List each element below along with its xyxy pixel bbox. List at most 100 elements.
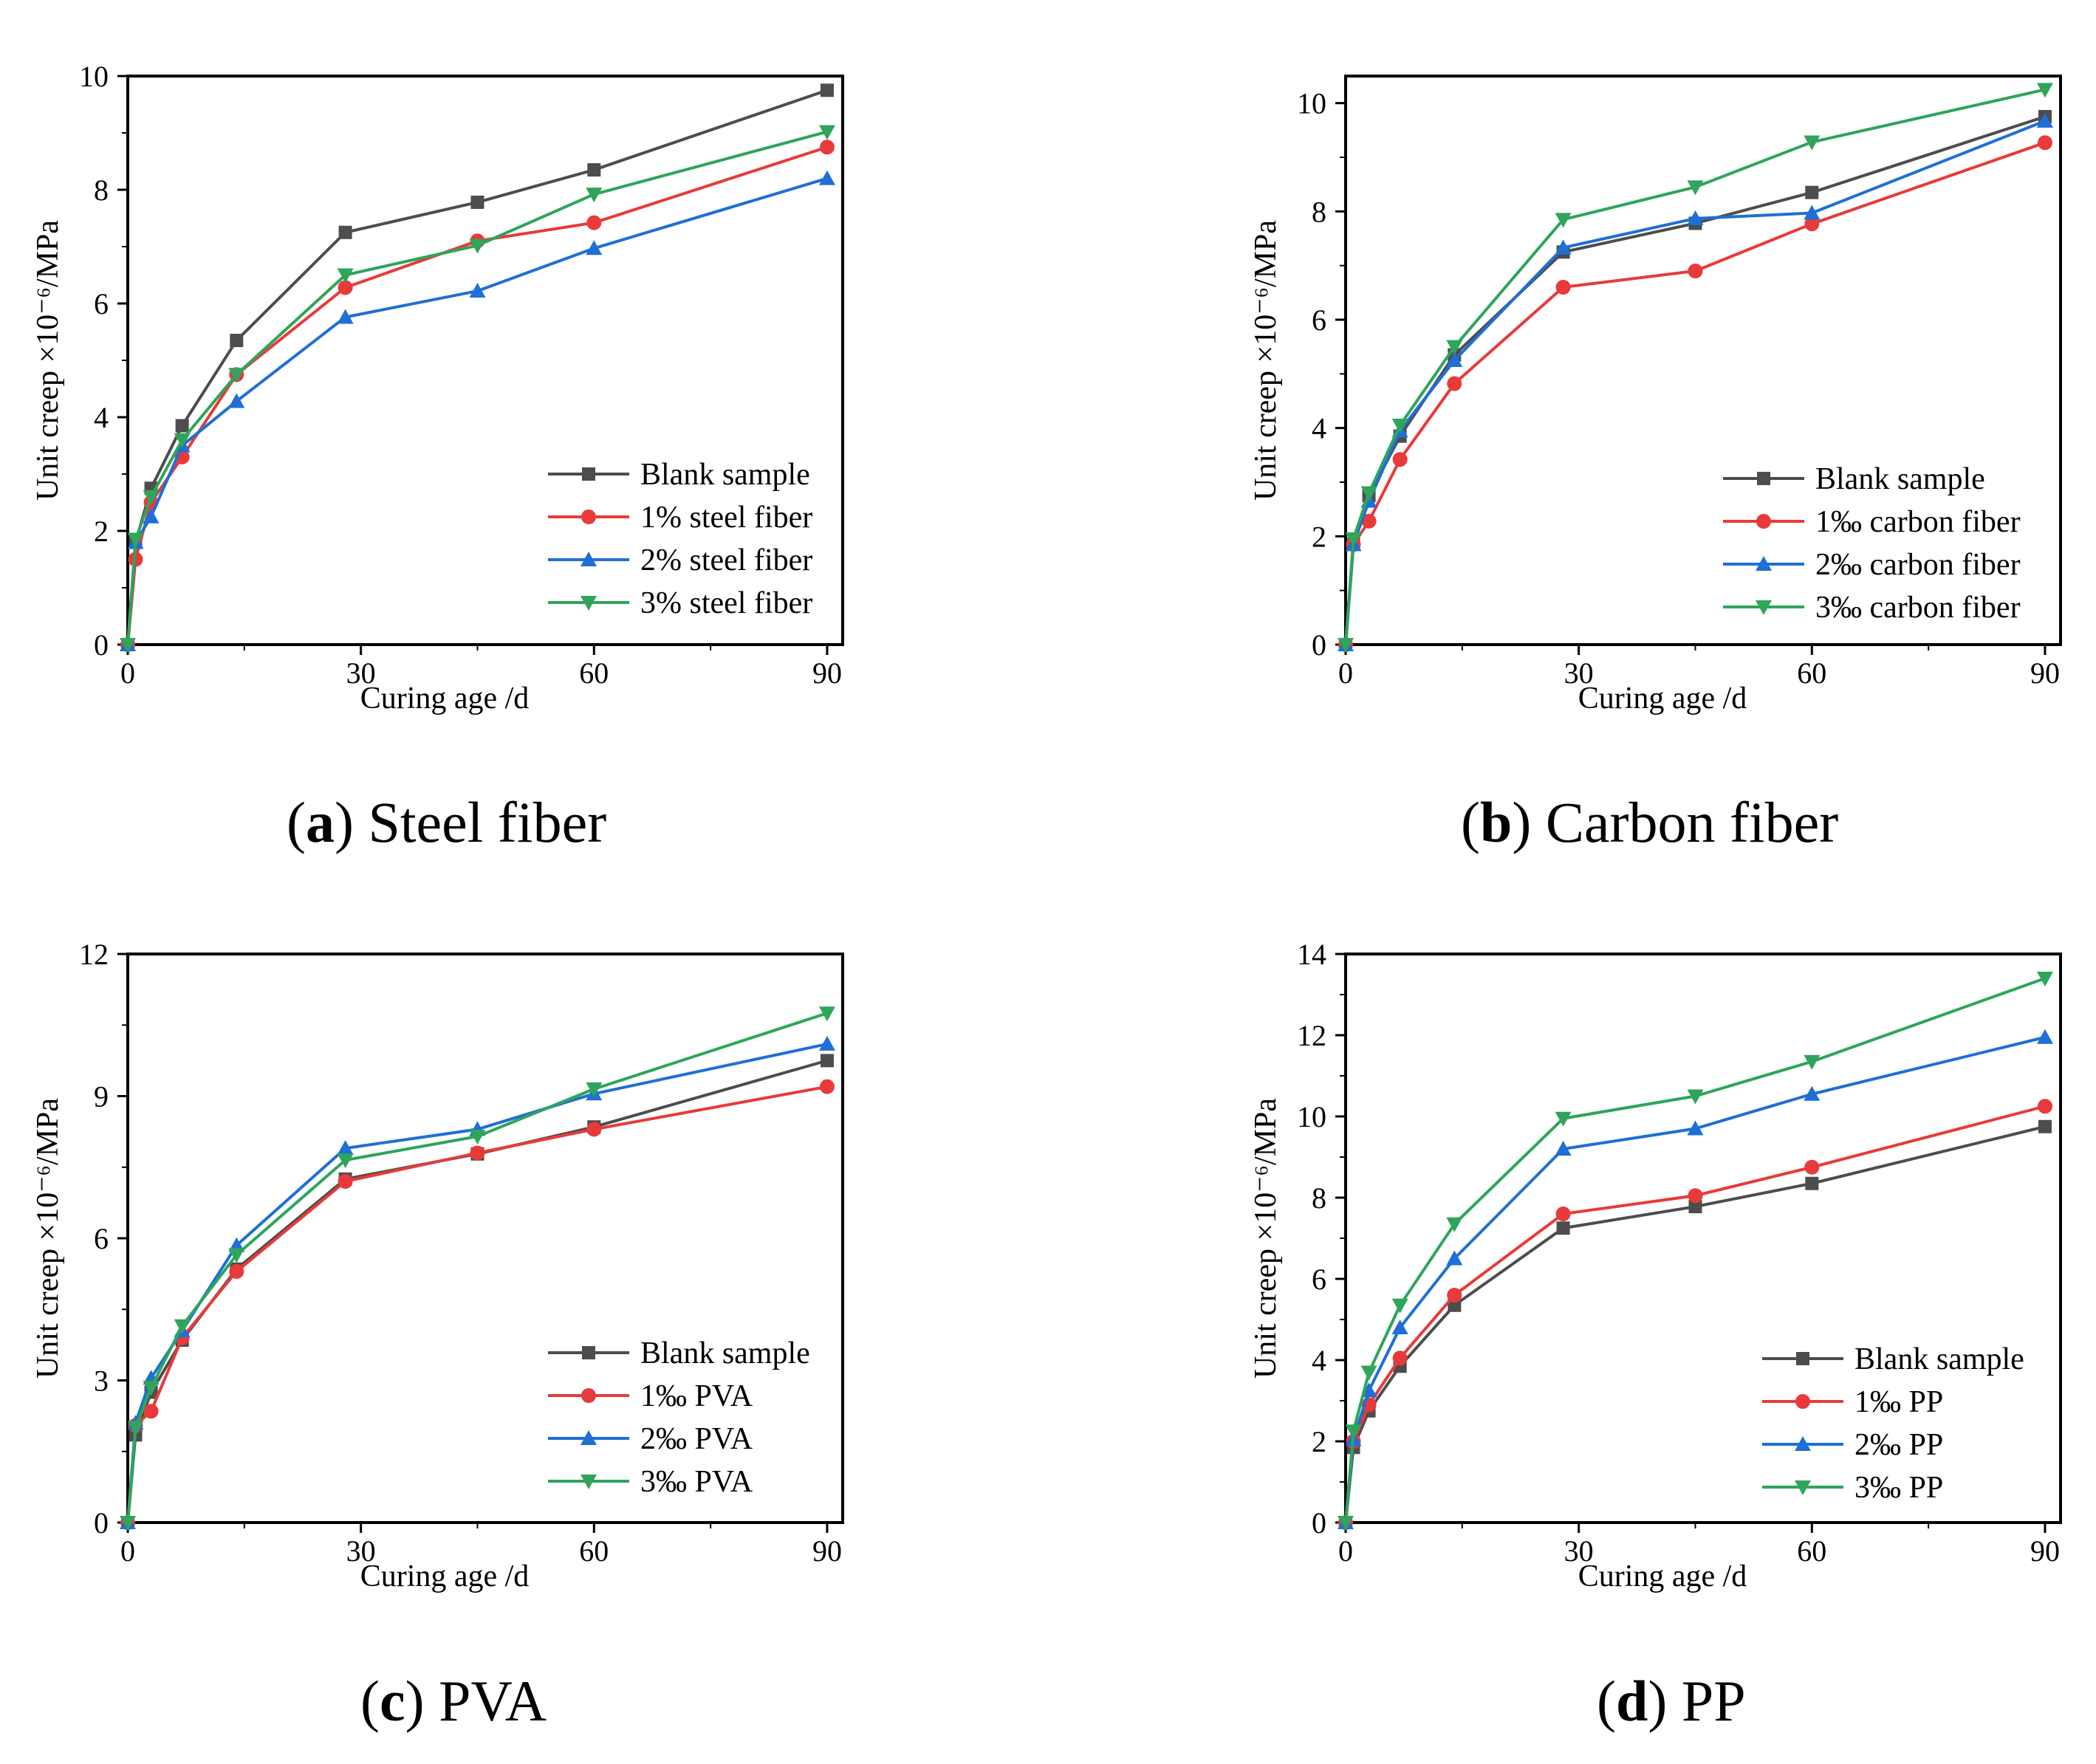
data-point bbox=[818, 1006, 835, 1022]
legend-label: Blank sample bbox=[640, 458, 810, 492]
data-point bbox=[1805, 185, 1819, 199]
x-tick-label: 30 bbox=[346, 1534, 376, 1568]
y-tick-label: 0 bbox=[94, 628, 109, 662]
data-point bbox=[1688, 264, 1703, 278]
legend-label: Blank sample bbox=[640, 1336, 810, 1370]
x-tick-label: 90 bbox=[812, 656, 842, 690]
legend-swatch-marker bbox=[582, 467, 595, 481]
legend-label: Blank sample bbox=[1854, 1342, 2024, 1376]
legend-swatch-marker bbox=[1795, 1436, 1811, 1451]
data-point bbox=[820, 83, 834, 97]
data-point bbox=[1391, 419, 1408, 433]
data-point bbox=[1447, 376, 1462, 391]
data-point bbox=[2036, 83, 2053, 98]
y-tick-label: 0 bbox=[94, 1506, 109, 1540]
data-point bbox=[818, 1035, 835, 1051]
data-point bbox=[337, 268, 354, 284]
legend-swatch-marker bbox=[580, 1430, 597, 1445]
series-line bbox=[1344, 1125, 2046, 1523]
data-point bbox=[1688, 1188, 1703, 1204]
legend-label: 3% steel fiber bbox=[640, 586, 812, 620]
legend: Blank sample 1‰ PVA 2‰ PVA 3‰ PVA bbox=[548, 1336, 810, 1499]
series-3 bbox=[1338, 1029, 2053, 1529]
data-point bbox=[586, 188, 603, 203]
data-point bbox=[586, 1082, 603, 1097]
legend-swatch-marker bbox=[580, 552, 597, 566]
y-tick-label: 8 bbox=[94, 174, 109, 207]
legend-swatch-marker bbox=[1756, 556, 1772, 571]
data-point bbox=[120, 638, 136, 653]
y-tick-label: 6 bbox=[1312, 303, 1326, 337]
data-point bbox=[2038, 1119, 2052, 1133]
y-tick-label: 4 bbox=[1312, 412, 1326, 445]
x-tick-label: 90 bbox=[812, 1534, 842, 1568]
data-point bbox=[143, 1381, 160, 1396]
caption-c-letter: c bbox=[379, 1669, 405, 1733]
data-point bbox=[469, 1130, 486, 1145]
legend-label: 1‰ PVA bbox=[640, 1379, 753, 1413]
y-tick-label: 10 bbox=[1297, 1100, 1326, 1133]
legend-label: 3‰ PP bbox=[1854, 1471, 1943, 1505]
data-point bbox=[1391, 1319, 1408, 1334]
data-point bbox=[143, 508, 160, 524]
x-axis-label: Curing age /d bbox=[1578, 682, 1747, 715]
y-tick-label: 3 bbox=[94, 1365, 109, 1398]
caption-d-text: PP bbox=[1681, 1669, 1746, 1733]
data-point bbox=[1392, 1351, 1408, 1366]
data-point bbox=[587, 163, 601, 177]
series-1 bbox=[1339, 1119, 2052, 1529]
data-point bbox=[1805, 1176, 1819, 1190]
data-point bbox=[229, 1263, 244, 1279]
data-point bbox=[1804, 1054, 1821, 1070]
y-tick-label: 8 bbox=[1312, 1181, 1326, 1215]
x-axis-label: Curing age /d bbox=[360, 682, 530, 715]
legend-label: Blank sample bbox=[1815, 462, 1985, 496]
data-point bbox=[1687, 1089, 1704, 1105]
legend-swatch-marker bbox=[1757, 472, 1770, 485]
x-tick-label: 30 bbox=[1564, 656, 1594, 690]
data-point bbox=[2036, 972, 2053, 986]
data-point bbox=[586, 1122, 602, 1137]
legend-label: 2% steel fiber bbox=[640, 543, 812, 577]
x-tick-label: 0 bbox=[120, 656, 135, 690]
y-tick-label: 4 bbox=[94, 401, 109, 434]
data-point bbox=[337, 1153, 354, 1169]
data-point bbox=[1447, 1288, 1462, 1303]
y-tick-label: 12 bbox=[1297, 1019, 1326, 1052]
data-point bbox=[1345, 1424, 1362, 1440]
data-point bbox=[2037, 1099, 2052, 1114]
legend: Blank sample 1‰ carbon fiber 2‰ carbon fib… bbox=[1723, 462, 2021, 625]
data-point bbox=[127, 532, 144, 548]
caption-d-letter: d bbox=[1615, 1669, 1648, 1733]
data-point bbox=[127, 1421, 144, 1436]
data-point bbox=[1804, 205, 1821, 220]
y-axis-label: Unit creep ×10⁻⁶/MPa bbox=[1249, 1098, 1283, 1379]
legend-label: 3‰ PVA bbox=[640, 1465, 753, 1499]
series-4 bbox=[120, 125, 835, 653]
data-point bbox=[230, 334, 244, 348]
legend-swatch-marker bbox=[580, 596, 597, 611]
legend-swatch-marker bbox=[1756, 514, 1771, 529]
data-point bbox=[1360, 1382, 1377, 1398]
data-point bbox=[1804, 1085, 1821, 1101]
data-point bbox=[1555, 1111, 1572, 1127]
data-point bbox=[2037, 135, 2052, 151]
data-point bbox=[228, 393, 245, 408]
x-tick-label: 60 bbox=[579, 656, 609, 690]
y-axis-label: Unit creep ×10⁻⁶/MPa bbox=[1249, 220, 1283, 501]
legend-label: 2‰ PP bbox=[1854, 1428, 1943, 1462]
data-point bbox=[1361, 513, 1377, 529]
data-point bbox=[819, 1079, 835, 1094]
plot-frame bbox=[1344, 953, 2062, 1524]
y-tick-label: 12 bbox=[79, 938, 109, 971]
data-point bbox=[1687, 1120, 1704, 1136]
y-tick-label: 6 bbox=[94, 287, 109, 320]
data-point bbox=[1338, 638, 1354, 653]
data-point bbox=[338, 1174, 353, 1189]
caption-a-letter: a bbox=[305, 790, 335, 854]
y-tick-label: 10 bbox=[79, 60, 109, 93]
x-tick-label: 60 bbox=[1797, 1534, 1826, 1568]
y-tick-label: 2 bbox=[1312, 520, 1326, 553]
series-4 bbox=[1338, 83, 2053, 653]
